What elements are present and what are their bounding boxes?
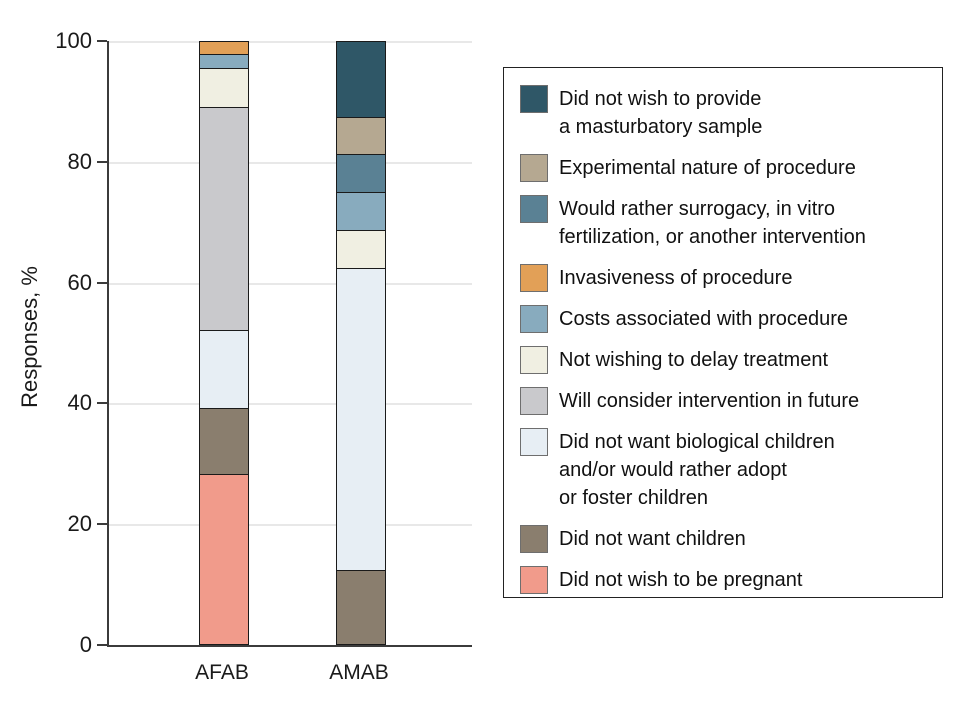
- legend-item: Experimental nature of procedure: [520, 154, 930, 182]
- y-tick: [97, 40, 107, 42]
- legend-label: Not wishing to delay treatment: [559, 349, 829, 371]
- plot-area: [107, 41, 472, 647]
- bar-segment: [336, 267, 386, 570]
- bar-amab: [336, 41, 386, 645]
- legend-swatch: [520, 85, 548, 113]
- legend-swatch: [520, 566, 548, 594]
- legend-swatch: [520, 154, 548, 182]
- legend-item: Would rather surrogacy, in vitro fertiliz…: [520, 195, 930, 251]
- legend-label: Did not want biological children and/or w…: [559, 431, 835, 509]
- bar-segment: [199, 329, 249, 409]
- legend-swatch: [520, 305, 548, 333]
- legend-label: Did not wish to provide a masturbatory sa…: [559, 88, 763, 138]
- y-tick: [97, 402, 107, 405]
- legend: Did not wish to provide a masturbatory sa…: [503, 67, 943, 598]
- bar-segment: [199, 67, 249, 107]
- x-axis-label: AMAB: [329, 661, 389, 684]
- gridline: [109, 282, 472, 285]
- legend-item: Did not want biological children and/or w…: [520, 428, 930, 512]
- legend-label: Experimental nature of procedure: [559, 157, 856, 179]
- legend-label: Costs associated with procedure: [559, 308, 849, 330]
- legend-swatch: [520, 428, 548, 456]
- legend-swatch: [520, 346, 548, 374]
- legend-label: Did not wish to be pregnant: [559, 569, 803, 591]
- legend-item: Invasiveness of procedure: [520, 264, 930, 292]
- legend-item: Did not wish to be pregnant: [520, 566, 930, 594]
- legend-swatch: [520, 264, 548, 292]
- gridline: [109, 161, 472, 164]
- y-tick-label: 60: [67, 269, 92, 295]
- legend-swatch: [520, 525, 548, 553]
- legend-item: Did not want children: [520, 525, 930, 553]
- gridline: [109, 403, 472, 406]
- bar-segment: [199, 474, 249, 645]
- legend-swatch: [520, 195, 548, 223]
- bar-segment: [336, 154, 386, 192]
- y-tick-label: 100: [55, 28, 92, 53]
- legend-item: Did not wish to provide a masturbatory sa…: [520, 85, 930, 141]
- y-tick-label: 20: [67, 511, 92, 537]
- bar-segment: [336, 192, 386, 230]
- y-tick: [97, 644, 107, 646]
- legend-label: Did not want children: [559, 528, 746, 550]
- y-tick: [97, 160, 107, 163]
- bar-segment: [336, 41, 386, 117]
- gridline: [109, 524, 472, 527]
- legend-item: Costs associated with procedure: [520, 305, 930, 333]
- bar-segment: [199, 54, 249, 68]
- y-tick-label: 40: [67, 390, 92, 416]
- bar-afab: [199, 41, 249, 645]
- legend-label: Would rather surrogacy, in vitro fertiliz…: [559, 198, 866, 248]
- y-tick: [97, 523, 107, 526]
- x-axis-label: AFAB: [195, 661, 249, 684]
- bar-segment: [199, 41, 249, 55]
- bar-segment: [336, 569, 386, 645]
- legend-item: Not wishing to delay treatment: [520, 346, 930, 374]
- y-tick: [97, 281, 107, 284]
- bar-segment: [336, 116, 386, 155]
- bar-segment: [199, 106, 249, 330]
- legend-label: Will consider intervention in future: [559, 390, 860, 412]
- y-tick-label: 80: [67, 148, 92, 174]
- legend-item: Will consider intervention in future: [520, 387, 930, 415]
- y-tick-label: 0: [79, 632, 92, 657]
- legend-swatch: [520, 387, 548, 415]
- gridline: [109, 41, 472, 43]
- bar-segment: [199, 408, 249, 475]
- legend-label: Invasiveness of procedure: [559, 267, 793, 289]
- bar-segment: [336, 229, 386, 268]
